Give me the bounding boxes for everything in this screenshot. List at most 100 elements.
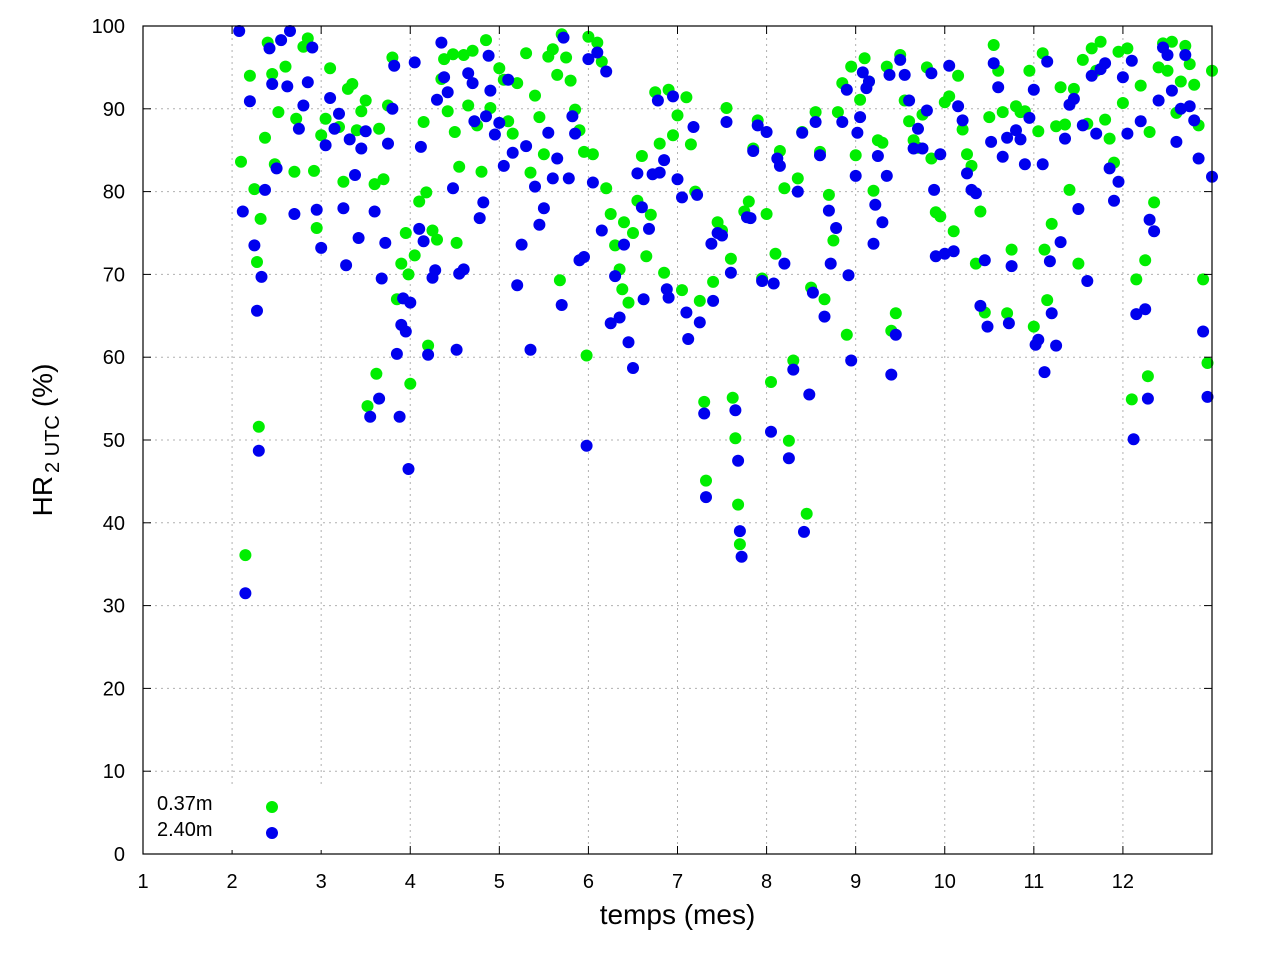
y-tick-label: 90 [103, 99, 125, 121]
legend-marker-1 [266, 827, 278, 839]
data-point-series-1 [438, 71, 451, 84]
data-point-series-1 [928, 183, 941, 196]
data-point-series-0 [520, 47, 533, 60]
data-point-series-1 [580, 439, 593, 452]
data-point-series-0 [447, 48, 459, 61]
data-point-series-0 [359, 94, 372, 107]
data-point-series-0 [422, 339, 435, 352]
data-point-series-1 [1099, 57, 1112, 70]
data-point-series-1 [368, 205, 381, 218]
data-point-series-0 [720, 102, 733, 114]
data-point-series-0 [604, 208, 617, 220]
y-axis-label-unit: (%) [27, 364, 58, 408]
data-point-series-0 [266, 68, 279, 80]
data-point-series-1 [796, 126, 809, 139]
data-point-series-0 [310, 222, 323, 234]
data-point-series-1 [920, 104, 933, 117]
y-tick-label: 30 [103, 596, 125, 618]
data-point-series-1 [393, 410, 406, 423]
data-point-series-1 [591, 46, 604, 59]
data-point-series-0 [279, 60, 292, 73]
data-point-series-0 [502, 115, 515, 128]
data-point-series-1 [1188, 114, 1201, 127]
data-point-series-1 [388, 59, 401, 72]
data-point-series-1 [493, 116, 506, 129]
data-point-series-1 [379, 236, 392, 249]
data-point-series-0 [324, 62, 337, 75]
data-point-series-1 [778, 257, 791, 270]
data-point-series-1 [1192, 152, 1205, 165]
data-point-series-1 [845, 354, 858, 367]
data-points [233, 25, 1218, 600]
data-point-series-0 [315, 129, 328, 142]
data-point-series-1 [889, 328, 902, 341]
data-point-series-0 [475, 165, 488, 178]
data-point-series-0 [600, 182, 613, 195]
data-point-series-1 [956, 114, 969, 127]
data-point-series-1 [1041, 55, 1054, 68]
data-point-series-0 [854, 93, 867, 106]
data-point-series-1 [1139, 303, 1152, 316]
data-point-series-0 [658, 266, 671, 279]
data-point-series-0 [524, 166, 537, 179]
data-point-series-1 [431, 93, 443, 106]
data-point-series-1 [691, 188, 704, 201]
data-point-series-0 [355, 105, 368, 118]
data-point-series-1 [1152, 94, 1165, 107]
data-point-series-0 [680, 91, 693, 104]
data-point-series-1 [974, 299, 987, 312]
data-point-series-1 [462, 67, 475, 80]
data-point-series-0 [402, 268, 415, 281]
data-point-series-1 [729, 404, 742, 417]
data-point-series-1 [680, 306, 693, 319]
data-point-series-0 [1027, 320, 1040, 333]
data-point-series-1 [806, 286, 819, 299]
data-point-series-1 [447, 182, 459, 195]
data-point-series-1 [340, 259, 353, 272]
data-point-series-1 [1130, 308, 1143, 321]
data-point-series-1 [466, 77, 479, 90]
data-point-series-1 [450, 343, 463, 356]
data-point-series-0 [546, 43, 559, 56]
data-point-series-1 [1116, 71, 1129, 84]
data-point-series-1 [1050, 339, 1063, 352]
data-point-series-0 [867, 184, 880, 197]
data-point-series-0 [809, 106, 822, 119]
data-point-series-1 [1076, 119, 1089, 132]
data-point-series-1 [1170, 135, 1183, 148]
data-point-series-1 [333, 107, 345, 120]
data-point-series-1 [566, 110, 579, 123]
data-point-series-1 [1121, 127, 1134, 140]
data-point-series-0 [1103, 132, 1116, 145]
data-point-series-0 [707, 275, 720, 288]
data-point-series-0 [644, 208, 657, 221]
legend-label-1: 2.40m [157, 819, 213, 841]
x-axis-label: temps (mes) [600, 899, 756, 930]
y-tick-label: 20 [103, 678, 125, 700]
data-point-series-0 [462, 99, 475, 112]
data-point-series-1 [952, 100, 965, 113]
data-point-series-0 [733, 538, 746, 551]
data-point-series-1 [943, 59, 956, 72]
data-point-series-0 [667, 129, 679, 142]
data-point-series-0 [235, 155, 247, 168]
data-point-series-0 [1116, 97, 1129, 109]
data-point-series-0 [765, 376, 777, 388]
data-point-series-1 [233, 25, 246, 37]
y-axis-label-main: HR [27, 476, 58, 516]
data-point-series-0 [983, 111, 996, 124]
data-point-series-1 [767, 277, 780, 290]
legend-marker-0 [266, 801, 278, 813]
data-point-series-1 [682, 333, 695, 345]
data-point-series-0 [493, 62, 506, 75]
data-point-series-1 [856, 66, 869, 79]
data-point-series-1 [297, 99, 310, 112]
data-point-series-1 [751, 119, 764, 132]
data-point-series-1 [791, 185, 804, 198]
data-point-series-1 [284, 25, 296, 37]
data-point-series-1 [441, 86, 454, 99]
data-point-series-0 [511, 77, 524, 90]
x-tick-label: 9 [850, 871, 861, 893]
data-point-series-1 [477, 196, 490, 209]
data-point-series-0 [551, 68, 564, 81]
